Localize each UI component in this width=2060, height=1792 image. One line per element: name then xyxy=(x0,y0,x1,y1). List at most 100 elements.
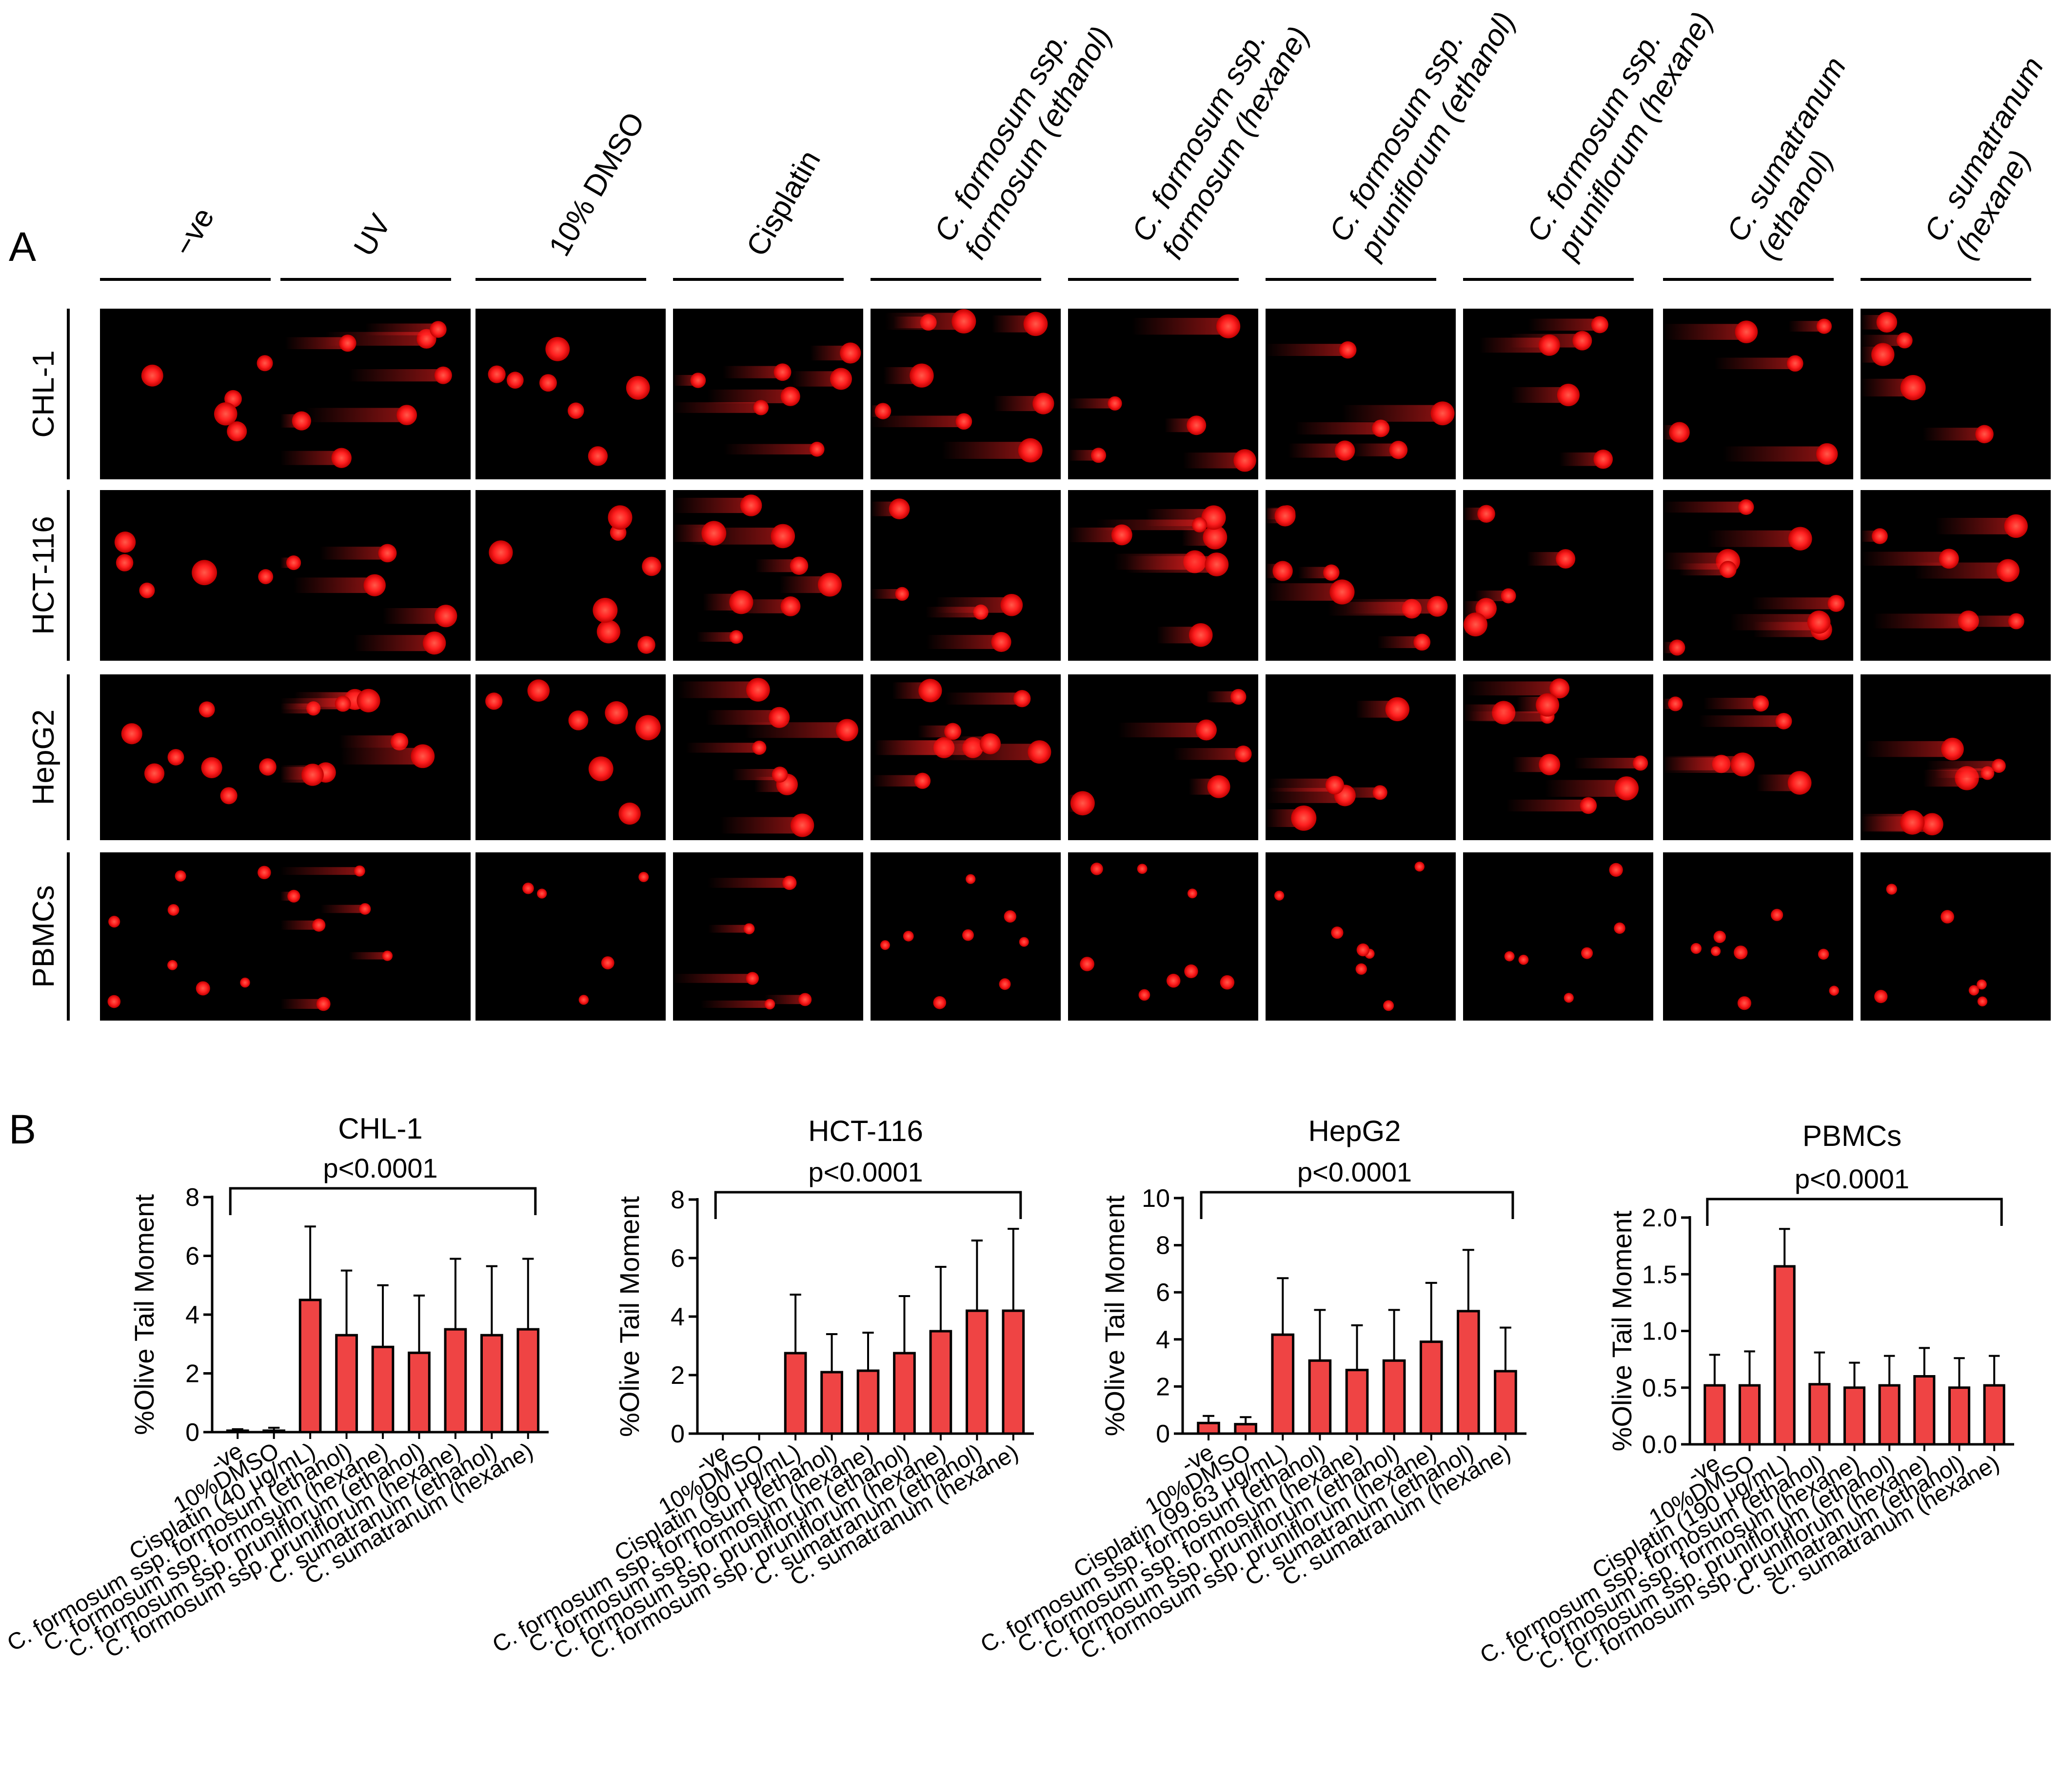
column-header-label: C. formosum ssp.pruniflorum (hexane) xyxy=(1520,0,1719,266)
comet-head xyxy=(1977,996,1988,1006)
y-tick-label: 6 xyxy=(185,1242,199,1271)
comet-image-background xyxy=(1463,490,1653,661)
y-tick-label: 0.0 xyxy=(1642,1431,1677,1459)
comet-head xyxy=(999,978,1011,990)
comet-head xyxy=(1871,343,1895,366)
comet-head xyxy=(1591,316,1608,334)
chart-title: CHL-1 xyxy=(338,1112,422,1145)
comet-head xyxy=(1372,419,1390,437)
comet-head xyxy=(1669,639,1685,656)
y-axis-label: %Olive Tail Moment xyxy=(1099,1195,1130,1436)
comet-head xyxy=(596,620,620,644)
comet-head xyxy=(1187,415,1207,435)
comet-head xyxy=(1807,610,1831,634)
comet-image-hepg2-7 xyxy=(1463,674,1653,840)
comet-head xyxy=(951,309,976,334)
comet-head xyxy=(1557,383,1580,407)
comet-head xyxy=(1668,696,1683,711)
comet-tail xyxy=(935,597,1012,613)
bar xyxy=(298,1299,322,1434)
column-header-label: C. sumatranum(hexane) xyxy=(1918,51,2060,265)
bar xyxy=(1983,1384,2005,1446)
comet-head xyxy=(527,679,550,702)
comet-head xyxy=(1426,596,1448,617)
comet-head xyxy=(780,596,801,616)
comet-head xyxy=(771,524,795,549)
comet-head xyxy=(962,929,974,941)
comet-head xyxy=(605,701,628,725)
comet-head xyxy=(637,636,655,654)
bar xyxy=(1308,1359,1332,1435)
comet-tail xyxy=(1698,715,1784,727)
comet-tail xyxy=(1468,711,1547,722)
y-tick-label: 4 xyxy=(671,1303,685,1331)
p-value-annotation: p<0.0001 xyxy=(1795,1163,1909,1194)
comet-head xyxy=(144,763,165,784)
comet-head xyxy=(536,888,547,899)
comet-image-hct-116-3 xyxy=(673,490,863,661)
comet-head xyxy=(390,732,409,751)
column-header-label: 10% DMSO xyxy=(542,107,651,262)
bar xyxy=(1913,1375,1936,1446)
comet-head xyxy=(1818,948,1829,960)
comet-head xyxy=(955,413,972,430)
comet-image-hct-116-4 xyxy=(871,490,1061,661)
bar xyxy=(820,1371,843,1435)
comet-head xyxy=(836,719,858,742)
comet-image-pbmcs-9 xyxy=(1861,852,2051,1021)
comet-head xyxy=(1816,318,1832,334)
comet-image-background xyxy=(1463,674,1653,840)
comet-tail xyxy=(686,743,759,753)
comet-image-background xyxy=(1861,852,2051,1021)
comet-head xyxy=(1991,759,2006,773)
comet-tail xyxy=(871,415,964,428)
comet-head xyxy=(1518,954,1529,965)
comet-image-pbmcs-0 xyxy=(100,852,290,1021)
comet-image-hepg2-0 xyxy=(100,674,290,840)
comet-image-background xyxy=(100,674,290,840)
comet-tail xyxy=(1342,405,1443,422)
comet-image-hepg2-1 xyxy=(280,674,471,840)
comet-tail xyxy=(1663,756,1743,773)
comet-head xyxy=(359,903,371,915)
comet-head xyxy=(1975,425,1994,444)
comet-tail xyxy=(1206,691,1239,703)
comet-head xyxy=(1719,561,1737,578)
comet-tail xyxy=(1574,758,1641,768)
comet-head xyxy=(1921,813,1943,836)
comet-tail xyxy=(1788,321,1824,332)
comet-tail xyxy=(1707,530,1801,547)
comet-tail xyxy=(1922,428,1985,441)
comet-head xyxy=(286,555,301,571)
panel-label-a: A xyxy=(9,224,36,270)
comet-image-background xyxy=(100,309,290,479)
comet-head xyxy=(910,363,934,388)
comet-image-chl-1-7 xyxy=(1463,309,1653,479)
comet-tail xyxy=(764,995,805,1004)
chart-title: PBMCs xyxy=(1802,1120,1902,1152)
column-header-label: C. sumatranum(ethanol) xyxy=(1720,51,1883,265)
comet-head xyxy=(1735,320,1758,343)
comet-image-pbmcs-8 xyxy=(1663,852,1853,1021)
comet-head xyxy=(1669,422,1690,443)
comet-image-pbmcs-6 xyxy=(1266,852,1456,1021)
comet-tail xyxy=(1266,344,1348,356)
bar xyxy=(262,1429,286,1434)
comet-image-background xyxy=(673,674,863,840)
comet-head xyxy=(240,977,250,988)
comet-head xyxy=(1090,863,1103,875)
comet-head xyxy=(1872,528,1888,544)
comet-tail xyxy=(280,920,319,930)
comet-tail xyxy=(942,442,1030,459)
comet-tail xyxy=(677,681,758,698)
comet-head xyxy=(1201,505,1226,530)
column-header-line1: −ve xyxy=(167,202,221,262)
comet-head xyxy=(1734,945,1748,960)
comet-tail xyxy=(1723,446,1827,462)
comet-head xyxy=(1977,979,1987,990)
y-tick-label: 0 xyxy=(671,1420,685,1448)
comet-head xyxy=(423,631,446,655)
comet-tail xyxy=(1714,357,1795,370)
comet-tail xyxy=(1173,748,1244,760)
